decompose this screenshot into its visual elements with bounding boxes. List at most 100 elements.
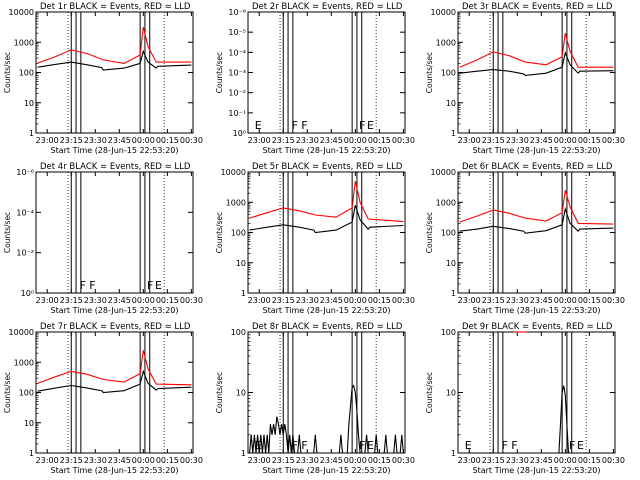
lld-series-line	[37, 350, 192, 386]
y-tick-label: 10⁻³	[228, 69, 246, 78]
x-tick-label: 23:45	[530, 136, 553, 145]
x-tick-label: 23:45	[108, 456, 131, 465]
y-tick-label: 10	[24, 419, 34, 428]
x-tick-label: 23:45	[320, 456, 343, 465]
x-tick-label: 23:30	[506, 456, 529, 465]
y-tick-label: 1000	[436, 198, 456, 207]
lld-series-line	[459, 32, 614, 68]
x-tick-label: 23:00	[248, 456, 271, 465]
x-axis-label: Start Time (28-Jun-15 22:53:20)	[51, 146, 179, 155]
x-axis-label: Start Time (28-Jun-15 22:53:20)	[473, 146, 601, 155]
y-axis-label: Counts/sec	[215, 52, 224, 93]
panel-title: Det 3r BLACK = Events, RED = LLD	[462, 2, 613, 12]
events-series-line	[37, 49, 192, 71]
events-series-line	[459, 206, 614, 234]
events-series-line	[459, 385, 614, 454]
y-tick-label: 10⁻⁴	[16, 208, 34, 217]
x-tick-label: 23:45	[320, 136, 343, 145]
x-tick-label: 23:00	[458, 456, 481, 465]
y-tick-label: 10⁻⁴	[228, 48, 246, 57]
flag-marker: F	[359, 439, 365, 452]
y-tick-label: 1	[451, 449, 456, 458]
y-tick-label: 1	[451, 129, 456, 138]
plot-frame	[457, 171, 616, 294]
panel-title: Det 4r BLACK = Events, RED = LLD	[40, 162, 191, 172]
end-marker: E	[255, 439, 262, 452]
x-axis-label: Start Time (28-Jun-15 22:53:20)	[263, 146, 391, 155]
panel-title: Det 5r BLACK = Events, RED = LLD	[252, 162, 403, 172]
x-tick-label: 00:30	[180, 456, 203, 465]
y-tick-label: 10⁰	[233, 129, 246, 138]
panel-det-6r: Det 6r BLACK = Events, RED = LLD 23:00 23:…	[425, 162, 625, 315]
x-tick-label: 23:45	[108, 296, 131, 305]
x-tick-label: 23:00	[458, 136, 481, 145]
flag-marker: F	[511, 439, 517, 452]
x-tick-label: 23:30	[84, 456, 107, 465]
x-tick-label: 00:30	[392, 456, 415, 465]
x-tick-label: 23:15	[482, 136, 505, 145]
x-tick-label: 23:15	[60, 136, 83, 145]
x-tick-label: 23:30	[84, 296, 107, 305]
plot-frame	[457, 11, 616, 134]
events-series-line	[459, 50, 614, 76]
x-tick-label: 23:00	[248, 296, 271, 305]
panel-title: Det 9r BLACK = Events, RED = LLD	[462, 322, 613, 332]
events-series-line	[249, 205, 404, 234]
x-axis-label: Start Time (28-Jun-15 22:53:20)	[473, 306, 601, 315]
y-tick-label: 1	[241, 449, 246, 458]
x-tick-label: 23:15	[272, 136, 295, 145]
x-tick-label: 23:00	[36, 296, 59, 305]
panel-title: Det 1r BLACK = Events, RED = LLD	[40, 2, 191, 12]
y-tick-label: 10⁻⁵	[228, 28, 246, 37]
panel-det-9r: Det 9r BLACK = Events, RED = LLD 23:00 23:…	[425, 322, 625, 475]
x-tick-label: 23:45	[320, 296, 343, 305]
x-axis-label: Start Time (28-Jun-15 22:53:20)	[263, 466, 391, 475]
flag-marker: F	[301, 119, 307, 132]
x-tick-label: 00:00	[344, 136, 367, 145]
y-tick-label: 1000	[226, 198, 246, 207]
x-tick-label: 23:15	[60, 456, 83, 465]
x-tick-label: 00:15	[578, 296, 601, 305]
y-axis-label: Counts/sec	[215, 372, 224, 413]
x-tick-label: 00:30	[602, 296, 625, 305]
x-tick-label: 00:30	[180, 296, 203, 305]
flag-marker: F	[147, 279, 153, 292]
y-tick-label: 10	[236, 259, 246, 268]
y-tick-label: 1	[29, 129, 34, 138]
y-tick-label: 10⁻²	[228, 89, 246, 98]
plot-frame	[247, 171, 406, 294]
x-tick-label: 00:15	[156, 136, 179, 145]
x-tick-label: 00:15	[156, 296, 179, 305]
panel-title: Det 7r BLACK = Events, RED = LLD	[40, 322, 191, 332]
y-axis-label: Counts/sec	[425, 52, 434, 93]
panel-title: Det 2r BLACK = Events, RED = LLD	[252, 2, 403, 12]
plot-frame	[35, 171, 194, 294]
y-tick-label: 10⁻²	[16, 249, 34, 258]
y-tick-label: 100	[441, 328, 456, 337]
x-tick-label: 00:00	[344, 296, 367, 305]
y-tick-label: 1000	[14, 38, 34, 47]
x-tick-label: 23:15	[482, 296, 505, 305]
x-tick-label: 00:00	[554, 136, 577, 145]
y-tick-label: 10000	[431, 8, 456, 17]
y-tick-label: 100	[19, 69, 34, 78]
x-tick-label: 23:00	[458, 296, 481, 305]
panel-det-4r: Det 4r BLACK = Events, RED = LLD 23:00 23:…	[3, 162, 203, 315]
end-marker: E	[255, 119, 262, 132]
flag-marker: F	[359, 119, 365, 132]
x-tick-label: 00:00	[132, 296, 155, 305]
flag-marker: F	[292, 439, 298, 452]
y-tick-label: 100	[231, 328, 246, 337]
flag-marker: F	[80, 279, 86, 292]
x-tick-label: 00:00	[344, 456, 367, 465]
x-tick-label: 00:00	[132, 456, 155, 465]
y-tick-label: 10	[236, 389, 246, 398]
flag-marker: F	[292, 119, 298, 132]
y-tick-label: 10000	[9, 8, 34, 17]
panel-title: Det 6r BLACK = Events, RED = LLD	[462, 162, 613, 172]
y-tick-label: 10	[24, 99, 34, 108]
x-tick-label: 23:45	[108, 136, 131, 145]
y-axis-label: Counts/sec	[3, 212, 12, 253]
